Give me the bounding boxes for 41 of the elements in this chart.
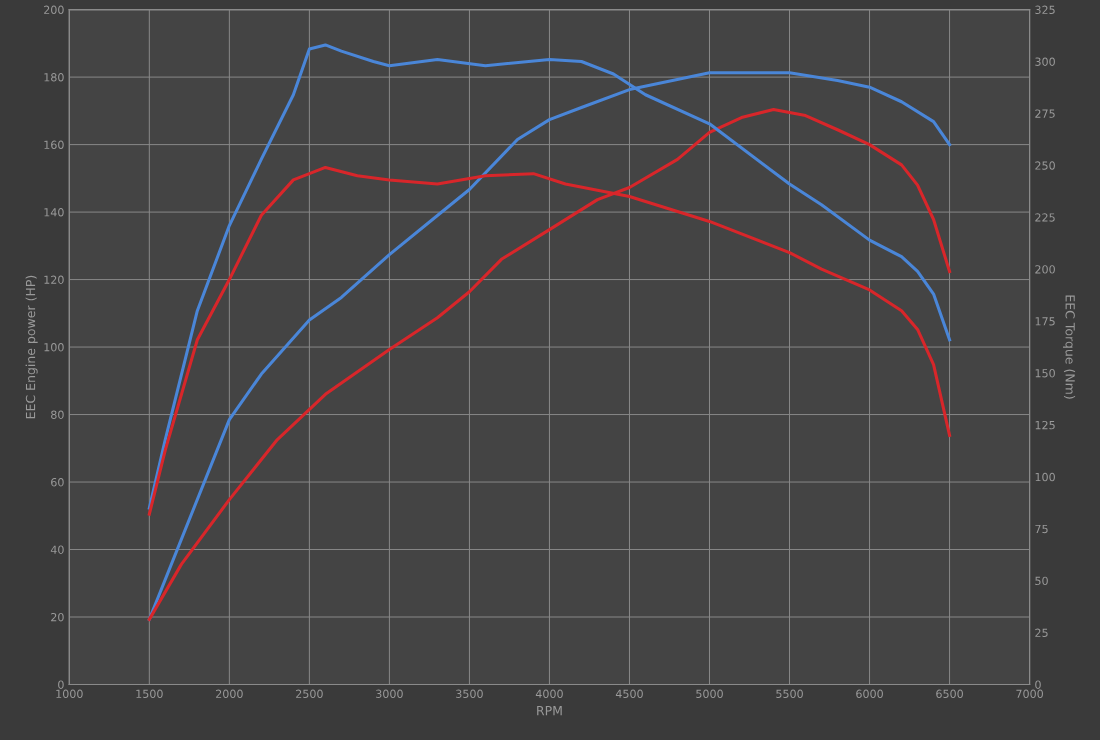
y2-tick-label: 150 xyxy=(1035,368,1055,378)
y-tick-label: 20 xyxy=(51,612,64,622)
y-tick-label: 40 xyxy=(50,545,64,554)
y-tick-label: 180 xyxy=(44,73,64,82)
x-tick-label: 6500 xyxy=(936,689,963,698)
x-axis-title: RPM xyxy=(537,706,562,716)
x-tick-label: 4000 xyxy=(535,689,563,698)
y2-tick-label: 200 xyxy=(1035,265,1055,274)
y2-tick-label: 125 xyxy=(1035,420,1055,430)
x-tick-label: 2500 xyxy=(296,689,323,698)
y-tick-label: 100 xyxy=(44,343,64,352)
x-tick-label: 2000 xyxy=(216,689,243,698)
y-tick-label: 140 xyxy=(44,208,64,217)
x-tick-label: 1500 xyxy=(136,689,163,698)
y2-tick-label: 25 xyxy=(1035,628,1048,637)
y2-tick-label: 300 xyxy=(1035,57,1055,66)
y2-tick-label: 250 xyxy=(1035,161,1055,170)
y-tick-label: 120 xyxy=(44,275,64,284)
y-tick-label: 80 xyxy=(51,410,64,419)
y-tick-label: 200 xyxy=(44,5,64,14)
y-tick-label: 160 xyxy=(44,140,64,149)
x-tick-label: 5000 xyxy=(696,689,723,698)
x-tick-label: 5500 xyxy=(776,689,803,698)
y2-axis-title: EEC Torque (Nm) xyxy=(1063,295,1076,399)
y-axis-title: EEC Engine power (HP) xyxy=(25,275,38,419)
y2-tick-label: 0 xyxy=(1035,680,1041,689)
x-tick-label: 6000 xyxy=(856,689,883,698)
y-tick-label: 60 xyxy=(51,478,64,487)
y-tick-label: 0 xyxy=(58,680,64,689)
y2-tick-label: 50 xyxy=(1035,576,1048,586)
y2-tick-label: 175 xyxy=(1035,317,1055,326)
x-tick-label: 3500 xyxy=(456,689,483,698)
x-tick-label: 4500 xyxy=(615,689,643,698)
y2-tick-label: 225 xyxy=(1035,213,1055,222)
x-tick-label: 7000 xyxy=(1016,689,1043,698)
y2-tick-label: 325 xyxy=(1035,5,1055,14)
y2-tick-label: 75 xyxy=(1035,524,1048,534)
x-tick-label: 3000 xyxy=(376,689,403,698)
x-tick-label: 1000 xyxy=(56,689,83,698)
y2-tick-label: 275 xyxy=(1035,109,1055,118)
y2-tick-label: 100 xyxy=(1035,472,1055,482)
